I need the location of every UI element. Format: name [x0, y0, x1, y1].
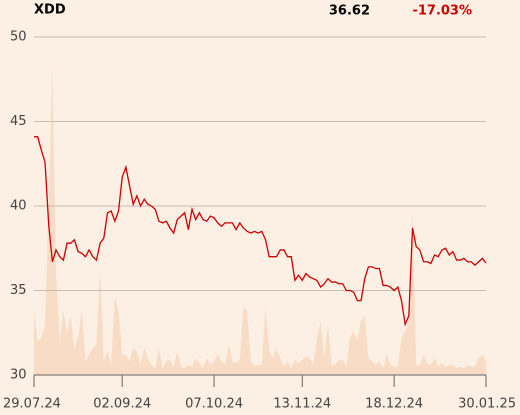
x-tick-label: 13.11.24 [273, 397, 331, 412]
y-tick-label: 35 [10, 283, 27, 298]
price: 36.62 [329, 4, 370, 19]
y-tick-label: 50 [10, 30, 27, 45]
x-tick-label: 02.09.24 [93, 397, 151, 412]
x-tick-label: 30.01.25 [458, 397, 516, 412]
volume-area [34, 67, 486, 376]
y-tick-label: 30 [10, 368, 27, 383]
y-tick-label: 40 [10, 199, 27, 214]
x-tick-label: 29.07.24 [3, 397, 61, 412]
x-tick-label: 18.12.24 [365, 397, 423, 412]
price-line [34, 136, 487, 327]
change: -17.03% [412, 4, 472, 19]
x-tick-label: 07.10.24 [185, 397, 243, 412]
y-tick-label: 45 [10, 114, 27, 129]
symbol: XDD [34, 3, 66, 18]
